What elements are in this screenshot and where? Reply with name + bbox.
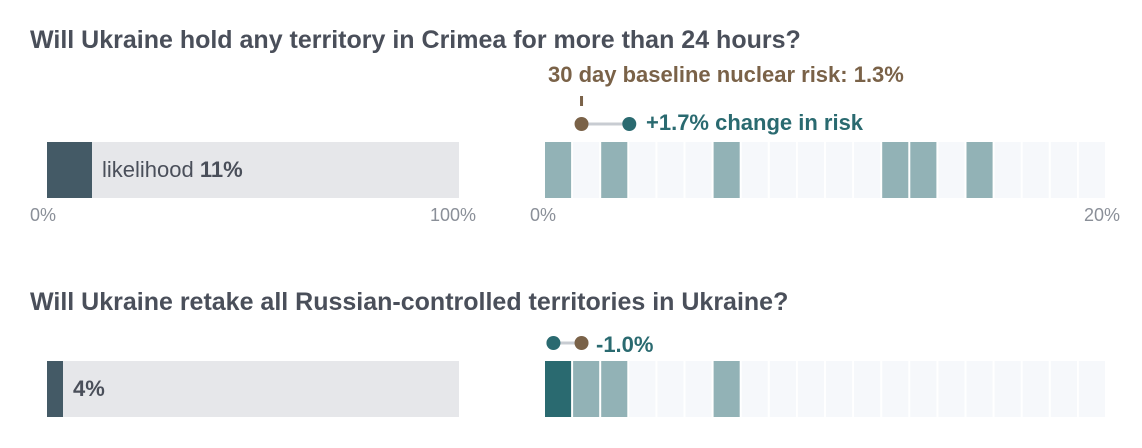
likelihood-bar-2: 4% — [47, 361, 459, 417]
risk-cell — [882, 142, 909, 198]
risk-cell — [1050, 361, 1077, 417]
baseline-dot — [574, 117, 589, 131]
likelihood-bar-label-1: likelihood 11% — [102, 142, 243, 198]
risk-cell — [769, 142, 796, 198]
risk-cell — [713, 142, 740, 198]
risk-cell — [938, 361, 965, 417]
risk-cell — [910, 142, 937, 198]
baseline-dot — [574, 336, 589, 350]
question-title-2: Will Ukraine retake all Russian-controll… — [30, 288, 789, 316]
risk-cell — [854, 142, 881, 198]
risk-cell — [1022, 361, 1049, 417]
likelihood-bar-1: likelihood 11% — [47, 142, 459, 198]
likelihood-axis-max-1: 100% — [430, 205, 477, 225]
risk-cell — [601, 142, 628, 198]
likelihood-value-2: 4% — [73, 376, 105, 401]
likelihood-value-1: 11% — [199, 157, 243, 182]
risk-cell — [882, 361, 909, 417]
risk-axis-min-1: 0% — [530, 205, 557, 225]
risk-cell — [741, 142, 768, 198]
likelihood-bar-fill-1 — [47, 142, 92, 198]
new-risk-dot — [622, 117, 637, 131]
risk-cell — [713, 361, 740, 417]
risk-cell — [826, 361, 853, 417]
change-risk-label-2: -1.0% — [596, 332, 654, 357]
risk-cell — [741, 361, 768, 417]
risk-cell — [966, 142, 993, 198]
risk-cell — [1050, 142, 1077, 198]
risk-cell — [826, 142, 853, 198]
risk-cell — [769, 361, 796, 417]
risk-cells-2 — [545, 361, 1105, 417]
risk-cell — [545, 361, 572, 417]
likelihood-word-1: likelihood — [102, 157, 194, 182]
risk-cell — [573, 142, 600, 198]
risk-cell — [966, 361, 993, 417]
risk-cell — [685, 361, 712, 417]
risk-cell — [1078, 142, 1105, 198]
question-title-1: Will Ukraine hold any territory in Crime… — [30, 26, 801, 54]
risk-cell — [657, 361, 684, 417]
risk-cell — [601, 361, 628, 417]
likelihood-bar-fill-2 — [47, 361, 63, 417]
new-risk-dot — [546, 336, 561, 350]
risk-cell — [994, 142, 1021, 198]
risk-cell — [685, 142, 712, 198]
risk-cell — [797, 361, 824, 417]
risk-cell — [629, 142, 656, 198]
risk-cell — [657, 142, 684, 198]
risk-cell — [797, 142, 824, 198]
risk-cells-1 — [545, 142, 1105, 198]
risk-cell — [573, 361, 600, 417]
risk-cell — [1078, 361, 1105, 417]
risk-axis-max-1: 20% — [1084, 205, 1121, 225]
baseline-risk-label-1: 30 day baseline nuclear risk: 1.3% — [548, 62, 904, 87]
likelihood-bar-label-2: 4% — [73, 361, 105, 417]
risk-cell — [1022, 142, 1049, 198]
risk-cell — [910, 361, 937, 417]
risk-cell — [994, 361, 1021, 417]
risk-cell — [629, 361, 656, 417]
change-risk-label-1: +1.7% change in risk — [646, 110, 864, 135]
likelihood-axis-min-1: 0% — [30, 205, 57, 225]
risk-cell — [938, 142, 965, 198]
risk-cell — [545, 142, 572, 198]
risk-cell — [854, 361, 881, 417]
